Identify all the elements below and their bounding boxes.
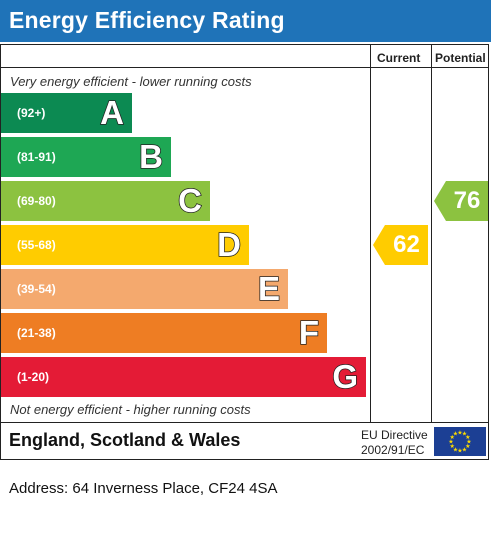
band-b: (81-91) B	[1, 137, 171, 177]
band-range-label: (55-68)	[17, 238, 56, 252]
potential-rating-value: 76	[453, 187, 481, 214]
current-column-header: Current	[377, 51, 421, 65]
inefficient-note: Not energy efficient - higher running co…	[10, 402, 251, 417]
eu-star-icon: ★	[450, 443, 455, 450]
band-letter-label: A	[99, 93, 124, 132]
eu-star-icon: ★	[462, 446, 467, 453]
band-range-label: (1-20)	[17, 370, 50, 384]
band-g: (1-20) G	[1, 357, 366, 397]
current-rating-arrow: 62	[373, 225, 428, 265]
header-bar: Energy Efficiency Rating	[0, 0, 491, 42]
band-c: (69-80) C	[1, 181, 210, 221]
eu-star-icon: ★	[457, 448, 462, 455]
potential-arrow-shape	[434, 181, 488, 221]
eu-star-icon: ★	[453, 431, 458, 438]
band-letter-label: F	[298, 313, 320, 352]
potential-column-header: Potential	[435, 51, 486, 65]
band-range-label: (69-80)	[17, 194, 56, 208]
band-d: (55-68) D	[1, 225, 249, 265]
eu-star-icon: ★	[453, 446, 458, 453]
band-letter-label: E	[257, 269, 281, 308]
eu-star-icon: ★	[462, 431, 467, 438]
band-letter-label: B	[138, 137, 163, 176]
band-e: (39-54) E	[1, 269, 288, 309]
band-letter-label: D	[216, 225, 241, 264]
band-range-label: (92+)	[17, 106, 46, 120]
eu-star-icon: ★	[465, 443, 470, 450]
eu-directive-number: 2002/91/EC	[361, 443, 425, 457]
eu-directive-label: EU Directive	[361, 428, 428, 442]
band-letter-label: G	[332, 357, 359, 396]
band-letter-label: C	[177, 181, 202, 220]
rating-frame	[0, 44, 489, 460]
eu-flag-icon: ★ ★ ★ ★ ★ ★ ★ ★ ★ ★ ★ ★	[434, 427, 486, 456]
band-f: (21-38) F	[1, 313, 327, 353]
current-arrow-shape	[373, 225, 428, 265]
band-range-label: (81-91)	[17, 150, 56, 164]
footer-divider	[0, 422, 489, 423]
band-range-label: (39-54)	[17, 282, 56, 296]
eu-star-icon: ★	[450, 434, 455, 441]
eu-star-icon: ★	[457, 430, 462, 437]
potential-column-divider	[431, 44, 432, 423]
region-label: England, Scotland & Wales	[9, 430, 241, 450]
current-column-divider	[370, 44, 371, 423]
potential-rating-arrow: 76	[434, 181, 488, 221]
eu-star-icon: ★	[466, 439, 471, 446]
eu-star-icon: ★	[465, 434, 470, 441]
current-rating-value: 62	[393, 231, 420, 258]
eu-star-icon: ★	[448, 439, 453, 446]
page-title: Energy Efficiency Rating	[9, 7, 285, 33]
column-header-divider	[0, 67, 489, 68]
efficient-note: Very energy efficient - lower running co…	[10, 74, 252, 89]
band-a: (92+) A	[1, 93, 132, 133]
band-range-label: (21-38)	[17, 326, 56, 340]
address-text: Address: 64 Inverness Place, CF24 4SA	[9, 480, 278, 497]
